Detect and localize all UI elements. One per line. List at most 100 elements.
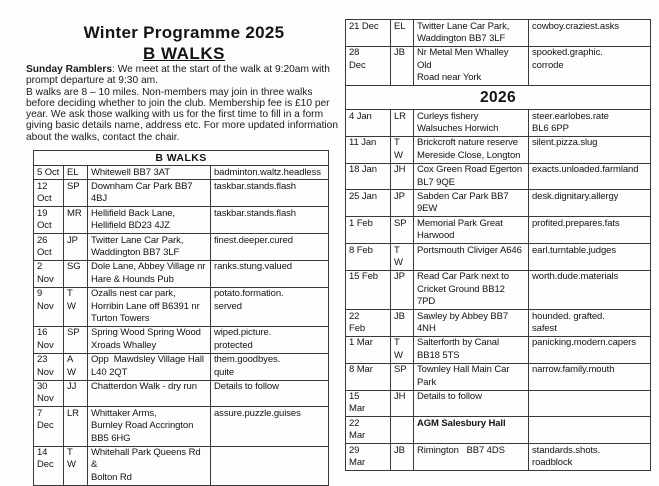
document-header: Winter Programme 2025 B WALKS	[26, 22, 342, 64]
document-page: Winter Programme 2025 B WALKS Sunday Ram…	[26, 19, 651, 486]
intro-paragraph-2: B walks are 8 – 10 miles. Non-members ma…	[26, 86, 339, 143]
walk-location: Ozalls nest car park, Horribin Lane off …	[87, 286, 211, 327]
walk-location: Brickcroft nature reserve Mereside Close…	[413, 135, 529, 164]
walk-leader: SP	[63, 325, 88, 354]
walk-date: 26 Oct	[33, 233, 64, 261]
walk-location: Sawley by Abbey BB7 4NH	[413, 309, 529, 337]
intro-paragraph-1: Sunday Ramblers: We meet at the start of…	[26, 64, 344, 87]
walk-leader: JJ	[63, 379, 88, 408]
walk-date: 29 Mar	[345, 443, 391, 471]
table-row: 15 Feb JP Read Car Park next to Cricket …	[345, 269, 651, 311]
table-row: 1 Feb SP Memorial Park Great Harwood pro…	[345, 216, 651, 245]
table-row: 5 Oct EL Whitewell BB7 3AT badminton.wal…	[33, 164, 330, 181]
walk-leader: JB	[390, 45, 414, 87]
table-row: 8 Mar SP Townley Hall Main Car Park narr…	[345, 362, 651, 391]
walk-location: Portsmouth Cliviger A646	[413, 243, 529, 271]
walk-location: Salterforth by Canal BB18 5TS	[413, 335, 529, 364]
table-row: 22 Mar AGM Salesbury Hall	[345, 416, 651, 445]
table-row: 23 Nov A W Opp Mawdsley Village Hall L40…	[33, 352, 330, 381]
walk-location: Nr Metal Men Whalley Old Road near York	[413, 45, 529, 87]
table-row: 19 Oct MR Hellifield Back Lane, Hellifie…	[33, 206, 330, 235]
walk-date: 11 Jan	[345, 135, 391, 164]
walk-location: Memorial Park Great Harwood	[413, 216, 529, 245]
walk-location: Spring Wood Spring Wood Xroads Whalley	[87, 325, 211, 354]
walk-location: Sabden Car Park BB7 9EW	[413, 189, 529, 218]
table-row: 15 Mar JH Details to follow	[345, 389, 651, 418]
walk-location: Read Car Park next to Cricket Ground BB1…	[413, 269, 529, 311]
walk-leader: JH	[390, 162, 414, 191]
walk-code: spooked.graphic. corrode	[528, 45, 651, 87]
walk-leader: LR	[390, 109, 414, 137]
walk-leader: T W	[390, 135, 414, 164]
walk-code	[528, 416, 651, 445]
walk-location: AGM Salesbury Hall	[413, 416, 529, 445]
walk-code: earl.turntable.judges	[528, 243, 651, 271]
walk-date: 16 Nov	[33, 325, 64, 354]
walk-date: 19 Oct	[33, 206, 64, 235]
walk-code: panicking.modern.capers	[528, 335, 651, 364]
table-row: 30 Nov JJ Chatterdon Walk - dry run Deta…	[33, 379, 330, 408]
walk-leader: MR	[63, 206, 88, 235]
walk-leader: JB	[390, 309, 414, 337]
table-row: 22 Feb JB Sawley by Abbey BB7 4NH hounde…	[345, 309, 651, 337]
walk-code: potato.formation. served	[209, 286, 330, 327]
walk-leader	[390, 416, 414, 445]
table-row: 28 Dec JB Nr Metal Men Whalley Old Road …	[345, 45, 651, 87]
table-row: 11 Jan T W Brickcroft nature reserve Mer…	[345, 135, 651, 164]
walk-location: Details to follow	[413, 389, 529, 418]
table-row: 1 Mar T W Salterforth by Canal BB18 5TS …	[345, 335, 651, 364]
walk-leader: LR	[63, 406, 88, 447]
walk-location: Chatterdon Walk - dry run	[87, 379, 211, 408]
walk-location: Whittaker Arms, Burnley Road Accrington …	[87, 406, 211, 447]
walk-date: 7 Dec	[33, 406, 64, 447]
table-row: 29 Mar JB Rimington BB7 4DS standards.sh…	[345, 443, 651, 471]
walk-location: Downham Car Park BB7 4BJ	[87, 179, 211, 208]
year-header: 2026	[345, 85, 651, 111]
table-row: 25 Jan JP Sabden Car Park BB7 9EW desk.d…	[345, 189, 651, 218]
walk-leader: JP	[390, 269, 414, 311]
walk-leader: SP	[390, 362, 414, 391]
walk-leader: EL	[390, 19, 414, 47]
walk-date: 25 Jan	[345, 189, 391, 218]
walk-code: Details to follow	[209, 379, 330, 408]
walk-location: Cox Green Road Egerton BL7 9QE	[413, 162, 529, 191]
walk-leader: JB	[390, 443, 414, 471]
walk-code: exacts.unloaded.farmland	[528, 162, 651, 191]
walk-code	[528, 389, 651, 418]
walk-code: profited.prepares.fats	[528, 216, 651, 245]
walk-code: taskbar.stands.flash	[209, 206, 330, 235]
walk-code: ranks.stung.valued	[209, 259, 330, 288]
walk-date: 9 Nov	[33, 286, 64, 327]
walk-code: worth.dude.materials	[528, 269, 651, 311]
b-walks-table-continued: 21 Dec EL Twitter Lane Car Park, Wadding…	[345, 19, 651, 471]
walk-date: 8 Feb	[345, 243, 391, 271]
walk-code: standards.shots. roadblock	[528, 443, 651, 471]
walk-code: finest.deeper.cured	[209, 233, 330, 261]
walk-date: 22 Feb	[345, 309, 391, 337]
walk-code: taskbar.stands.flash	[209, 179, 330, 208]
walk-date: 1 Feb	[345, 216, 391, 245]
walk-date: 5 Oct	[33, 164, 64, 181]
intro-label: Sunday Ramblers	[26, 64, 113, 75]
table-row: 12 Oct SP Downham Car Park BB7 4BJ taskb…	[33, 179, 330, 208]
table-row: 26 Oct JP Twitter Lane Car Park, Wadding…	[33, 233, 330, 261]
table-row: 4 Jan LR Curleys fishery Walsuches Horwi…	[345, 109, 651, 137]
table-row: 7 Dec LR Whittaker Arms, Burnley Road Ac…	[33, 406, 330, 447]
walk-code: cowboy.craziest.asks	[528, 19, 651, 47]
table-row: 16 Nov SP Spring Wood Spring Wood Xroads…	[33, 325, 330, 354]
walk-date: 4 Jan	[345, 109, 391, 137]
page-title: Winter Programme 2025	[83, 23, 285, 42]
table-header-title: B WALKS	[32, 150, 330, 166]
walk-location: Dole Lane, Abbey Village nr Hare & Hound…	[87, 259, 211, 288]
walk-leader: SG	[63, 259, 88, 288]
walk-code: hounded. grafted. safest	[528, 309, 651, 337]
walk-leader: SP	[390, 216, 414, 245]
walk-date: 8 Mar	[345, 362, 391, 391]
walk-code: silent.pizza.slug	[528, 135, 651, 164]
table-row: 8 Feb T W Portsmouth Cliviger A646 earl.…	[345, 243, 651, 271]
walk-date: 12 Oct	[33, 179, 64, 208]
walk-leader: JP	[63, 233, 88, 261]
walk-date: 30 Nov	[33, 379, 64, 408]
walk-code: assure.puzzle.guises	[209, 406, 330, 447]
walk-leader: JP	[390, 189, 414, 218]
